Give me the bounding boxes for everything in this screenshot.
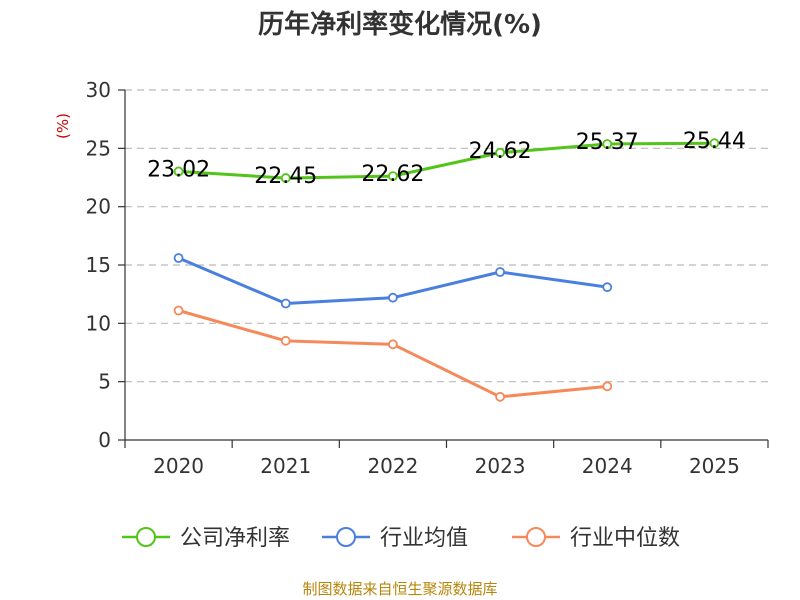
legend-marker-1 bbox=[336, 527, 356, 547]
data-source-note: 制图数据来自恒生聚源数据库 bbox=[302, 580, 497, 598]
x-axis-ticks: 2020 2021 2022 2023 2024 2025 bbox=[124, 440, 769, 478]
data-label: 22.45 bbox=[254, 164, 317, 189]
data-point-marker bbox=[173, 305, 184, 316]
legend-entry-label[interactable]: 行业均值 bbox=[380, 526, 468, 551]
legend[interactable]: 公司净利率 行业均值 行业中位数 bbox=[122, 526, 680, 551]
data-point-marker bbox=[495, 391, 505, 402]
x-tick-label: 2020 bbox=[153, 454, 204, 478]
data-point-marker bbox=[280, 335, 291, 346]
data-label: 23.02 bbox=[147, 157, 210, 182]
legend-marker-2 bbox=[526, 527, 546, 547]
y-tick-label: 25 bbox=[86, 136, 111, 160]
data-point-marker bbox=[388, 339, 398, 350]
gridlines bbox=[125, 89, 768, 383]
y-tick-label: 30 bbox=[86, 78, 111, 102]
x-tick-label: 2024 bbox=[582, 454, 633, 478]
data-point-marker bbox=[388, 292, 398, 303]
data-point-marker bbox=[495, 267, 505, 277]
x-tick-label: 2022 bbox=[367, 454, 418, 478]
data-labels: 23.02 22.45 22.62 24.62 25.37 25.44 bbox=[147, 129, 746, 189]
chart-title: 历年净利率变化情况(%) bbox=[258, 9, 542, 40]
data-point-marker bbox=[602, 381, 613, 392]
data-point-marker bbox=[709, 138, 720, 149]
data-label: 25.37 bbox=[576, 130, 639, 155]
y-tick-label: 5 bbox=[98, 370, 111, 394]
x-tick-label: 2023 bbox=[475, 454, 526, 478]
y-tick-label: 0 bbox=[98, 428, 111, 452]
data-point-marker bbox=[173, 253, 184, 263]
data-point-marker bbox=[602, 282, 613, 293]
data-point-marker bbox=[280, 173, 291, 183]
series-group bbox=[173, 138, 720, 402]
y-axis-ticks: 0 5 10 15 20 25 30 bbox=[86, 78, 125, 452]
data-point-marker bbox=[495, 147, 505, 158]
legend-marker-0 bbox=[136, 527, 156, 547]
data-point-marker bbox=[173, 166, 184, 177]
y-tick-label: 15 bbox=[86, 253, 111, 277]
data-label: 22.62 bbox=[361, 162, 424, 187]
x-tick-label: 2025 bbox=[689, 454, 740, 478]
series-line-0 bbox=[178, 141, 715, 180]
legend-entry-label[interactable]: 行业中位数 bbox=[570, 526, 680, 551]
data-point-marker bbox=[280, 298, 291, 309]
y-axis-label: (%) bbox=[54, 113, 72, 139]
data-point-marker bbox=[602, 139, 613, 149]
legend-entry-label[interactable]: 公司净利率 bbox=[180, 526, 290, 551]
x-tick-label: 2021 bbox=[260, 454, 311, 478]
data-point-marker bbox=[388, 171, 398, 182]
data-label: 24.62 bbox=[469, 139, 532, 164]
y-tick-label: 20 bbox=[86, 195, 111, 219]
y-tick-label: 10 bbox=[86, 311, 111, 335]
data-label: 25.44 bbox=[683, 129, 746, 154]
